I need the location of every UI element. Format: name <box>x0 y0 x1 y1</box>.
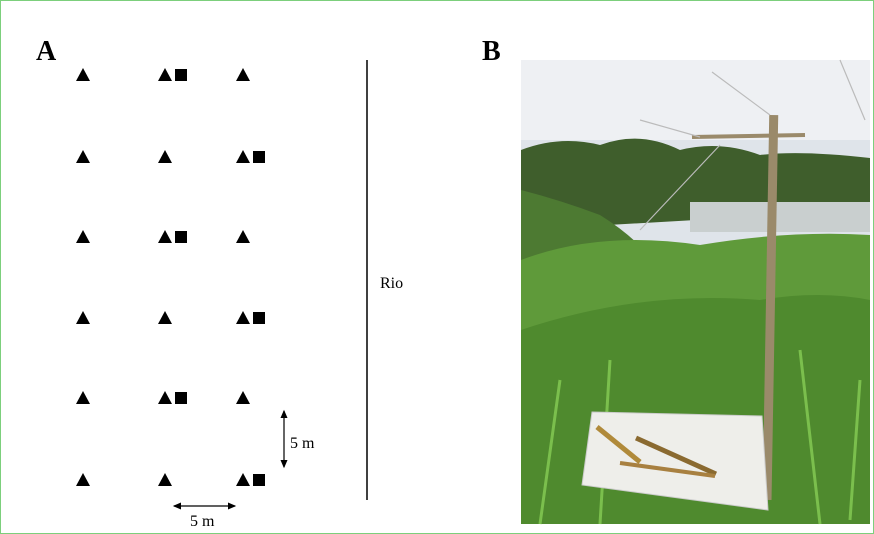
triangle-marker <box>158 391 172 404</box>
triangle-marker <box>76 311 90 324</box>
triangle-marker <box>158 150 172 163</box>
triangle-marker <box>158 68 172 81</box>
triangle-marker <box>236 391 250 404</box>
square-marker <box>253 312 265 324</box>
plot-layout <box>76 68 265 486</box>
triangle-marker <box>236 311 250 324</box>
triangle-marker <box>76 230 90 243</box>
triangle-marker <box>158 230 172 243</box>
triangle-marker <box>236 68 250 81</box>
triangle-marker <box>76 391 90 404</box>
square-marker <box>175 69 187 81</box>
scale-label-vertical: 5 m <box>290 435 315 452</box>
photo <box>521 59 870 525</box>
river-label: Rio <box>380 275 403 292</box>
square-marker <box>253 474 265 486</box>
panel-label: B <box>482 36 501 67</box>
triangle-marker <box>158 473 172 486</box>
triangle-marker <box>158 311 172 324</box>
triangle-marker <box>76 473 90 486</box>
square-marker <box>175 231 187 243</box>
scale-label-horizontal: 5 m <box>190 513 215 530</box>
panel-label: A <box>36 36 57 67</box>
triangle-marker <box>236 230 250 243</box>
triangle-marker <box>236 150 250 163</box>
square-marker <box>175 392 187 404</box>
triangle-marker <box>76 68 90 81</box>
triangle-marker <box>76 150 90 163</box>
square-marker <box>253 151 265 163</box>
triangle-marker <box>236 473 250 486</box>
